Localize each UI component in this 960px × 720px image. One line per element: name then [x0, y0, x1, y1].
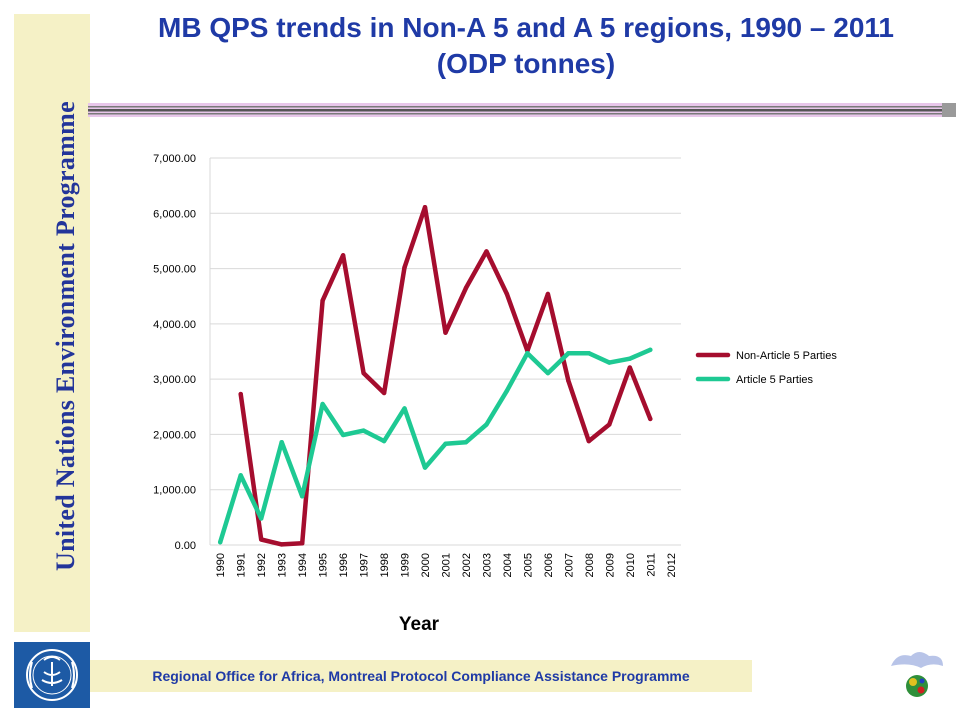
- data-point: [340, 253, 346, 258]
- data-point: [279, 439, 284, 445]
- x-tick-label: 2004: [502, 553, 514, 577]
- x-axis-title: Year: [399, 614, 440, 635]
- data-point: [586, 438, 592, 444]
- y-tick-label: 7,000.00: [153, 153, 196, 165]
- y-tick-label: 1,000.00: [153, 485, 196, 497]
- x-tick-label: 1990: [215, 553, 227, 577]
- data-point: [443, 330, 448, 335]
- data-point: [381, 390, 387, 396]
- x-tick-label: 1998: [379, 553, 391, 577]
- gridlines: [209, 157, 681, 546]
- data-point: [545, 291, 551, 297]
- data-point: [627, 356, 633, 361]
- x-tick-label: 2000: [420, 553, 432, 577]
- data-point: [320, 401, 325, 407]
- x-tick-label: 2011: [645, 553, 657, 577]
- data-point: [320, 298, 325, 303]
- data-point: [402, 265, 407, 270]
- y-tick-label: 3,000.00: [153, 374, 196, 386]
- data-point: [463, 285, 469, 291]
- x-tick-label: 2009: [604, 553, 616, 577]
- y-tick-label: 4,000.00: [153, 319, 196, 331]
- data-point: [607, 360, 612, 365]
- y-tick-label: 6,000.00: [153, 208, 196, 220]
- x-tick-label: 1991: [236, 553, 248, 577]
- data-point: [279, 542, 284, 547]
- series-lines: [217, 204, 653, 547]
- data-point: [361, 428, 366, 433]
- x-tick-label: 1996: [338, 553, 350, 577]
- x-tick-label: 2005: [522, 553, 534, 577]
- x-tick-label: 2007: [563, 553, 575, 577]
- data-point: [422, 465, 428, 470]
- data-point: [218, 540, 223, 545]
- data-point: [525, 350, 530, 356]
- data-point: [340, 432, 346, 438]
- data-point: [484, 422, 489, 427]
- y-tick-label: 5,000.00: [153, 264, 196, 276]
- x-tick-label: 2002: [461, 553, 473, 577]
- data-point: [586, 350, 592, 356]
- data-point: [402, 406, 407, 411]
- y-tick-label: 0.00: [175, 540, 196, 552]
- chart-legend: Non-Article 5 Parties Article 5 Parties: [695, 350, 837, 386]
- x-tick-label: 2003: [481, 553, 493, 577]
- data-point: [545, 370, 551, 376]
- legend-label: Article 5 Parties: [736, 374, 814, 386]
- ozone-cloud-globe-icon: [891, 652, 943, 697]
- x-tick-label: 1999: [400, 553, 412, 577]
- series-line-1: [217, 347, 653, 545]
- data-point: [443, 441, 448, 447]
- data-point: [299, 541, 305, 546]
- data-point: [238, 391, 243, 397]
- x-tick-label: 2001: [441, 553, 453, 577]
- data-point: [238, 473, 243, 478]
- x-tick-label: 2008: [584, 553, 596, 577]
- x-tick-label: 1995: [318, 553, 330, 577]
- data-point: [648, 416, 653, 422]
- y-tick-label: 2,000.00: [153, 429, 196, 441]
- x-tick-label: 1994: [297, 553, 309, 577]
- data-point: [648, 347, 653, 353]
- x-tick-label: 2012: [666, 553, 678, 577]
- data-point: [299, 494, 305, 499]
- data-point: [361, 370, 366, 376]
- title-line-2: (ODP tonnes): [436, 48, 616, 79]
- x-tick-label: 2006: [543, 553, 555, 577]
- data-point: [258, 537, 264, 542]
- data-point: [258, 516, 264, 521]
- data-point: [504, 388, 510, 393]
- sidebar: United Nations Environment Programme: [14, 14, 90, 632]
- x-tick-label: 2010: [625, 553, 637, 577]
- x-tick-label: 1997: [359, 553, 371, 577]
- data-point: [463, 439, 469, 445]
- data-point: [484, 249, 489, 254]
- title-divider: [88, 103, 956, 117]
- data-point: [607, 422, 612, 427]
- data-point: [381, 438, 387, 444]
- footer-banner: Regional Office for Africa, Montreal Pro…: [90, 660, 752, 692]
- data-point: [627, 365, 633, 370]
- legend-label: Non-Article 5 Parties: [736, 350, 837, 362]
- y-axis-ticks: 0.00 1,000.00 2,000.00 3,000.00 4,000.00 5,00…: [153, 153, 196, 552]
- slide-title: MB QPS trends in Non-A 5 and A 5 regions…: [96, 10, 956, 82]
- x-axis-ticks: 1990 1991 1992 1993 1994 1995 1996 1997 1998 1999…: [215, 553, 678, 577]
- x-tick-label: 1992: [256, 553, 268, 577]
- data-point: [504, 291, 510, 297]
- data-point: [422, 205, 428, 210]
- title-line-1: MB QPS trends in Non-A 5 and A 5 regions…: [158, 12, 894, 43]
- data-point: [566, 378, 571, 384]
- x-tick-label: 1993: [277, 553, 289, 577]
- unep-logo-icon: [14, 642, 90, 708]
- data-point: [566, 350, 571, 356]
